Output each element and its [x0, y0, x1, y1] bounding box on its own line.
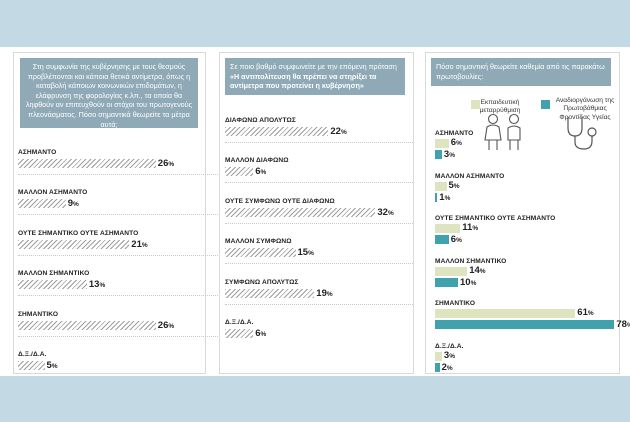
panel3-value-education: 61% [577, 307, 593, 318]
panel1-separator [18, 214, 230, 215]
legend-swatch-health [541, 100, 550, 109]
panel1-value-label: 26% [158, 158, 174, 169]
panel3-bar-health [435, 363, 440, 372]
panel2-bar [225, 208, 375, 217]
panel1-bar [18, 199, 66, 208]
panel1-category-label: Δ.Ξ./Δ.Α. [18, 351, 47, 358]
panel1-separator [18, 255, 230, 256]
panel2-category-label: Δ.Ξ./Δ.Α. [225, 319, 254, 326]
top-band [0, 0, 630, 47]
panel2-category-label: ΜΑΛΛΟΝ ΔΙΑΦΩΝΩ [225, 157, 289, 164]
panel1-value-label: 13% [89, 279, 105, 290]
panel1-bar [18, 240, 129, 249]
panel2-category-label: ΔΙΑΦΩΝΩ ΑΠΟΛΥΤΩΣ [225, 117, 296, 124]
panel-1-question: Στη συμφωνία της κυβέρνησης με τους θεσμ… [20, 58, 198, 128]
panel1-separator [18, 174, 230, 175]
panel1-bar [18, 321, 156, 330]
panel3-category-label: ΣΗΜΑΝΤΙΚΟ [435, 300, 475, 307]
panel3-value-health: 2% [442, 362, 453, 373]
panel1-bar [18, 280, 87, 289]
panel1-value-label: 26% [158, 320, 174, 331]
panel3-bar-health [435, 193, 437, 202]
panel1-separator [18, 336, 230, 337]
panel3-value-health: 3% [444, 149, 455, 160]
panel3-value-health: 6% [451, 234, 462, 245]
panel3-category-label: ΟΥΤΕ ΣΗΜΑΝΤΙΚΟ ΟΥΤΕ ΑΣΗΜΑΝΤΟ [435, 215, 555, 222]
panel3-value-health: 78% [616, 319, 630, 330]
panel2-bar [225, 167, 253, 176]
stethoscope-icon [562, 114, 602, 157]
panel3-value-education: 11% [462, 222, 478, 233]
panel3-bar-education [435, 352, 442, 361]
panel1-bar [18, 361, 45, 370]
panel2-value-label: 15% [298, 247, 314, 258]
panel-1-question-text: Στη συμφωνία της κυβέρνησης με τους θεσμ… [26, 62, 192, 129]
panel3-value-education: 6% [451, 137, 462, 148]
panel2-separator [225, 182, 413, 183]
panel3-bar-education [435, 139, 449, 148]
panel2-value-label: 22% [330, 126, 346, 137]
panel3-value-education: 14% [469, 265, 485, 276]
panel2-category-label: ΣΥΜΦΩΝΩ ΑΠΟΛΥΤΩΣ [225, 279, 299, 286]
panel1-value-label: 5% [47, 360, 58, 371]
panel2-separator [225, 223, 413, 224]
panel1-value-label: 9% [68, 198, 79, 209]
panel3-category-label: ΜΑΛΛΟΝ ΣΗΜΑΝΤΙΚΟ [435, 258, 506, 265]
panel3-bar-health [435, 150, 442, 159]
panel3-bar-education [435, 182, 447, 191]
panel1-category-label: ΜΑΛΛΟΝ ΣΗΜΑΝΤΙΚΟ [18, 270, 89, 277]
panel3-value-education: 3% [444, 350, 455, 361]
panel-2-question-plain: Σε ποιο βαθμό συμφωνείτε με την επόμενη … [230, 62, 397, 71]
panel2-bar [225, 248, 296, 257]
panel3-bar-education [435, 267, 467, 276]
panel2-value-label: 32% [377, 207, 393, 218]
panel1-value-label: 21% [131, 239, 147, 250]
panel1-bar [18, 159, 156, 168]
panel-3-question-text: Πόσο σημαντική θεωρείτε καθεμία από τις … [436, 62, 605, 81]
panel3-bar-health [435, 320, 614, 329]
panel2-bar [225, 289, 314, 298]
panel3-value-health: 1% [439, 192, 450, 203]
panel3-value-health: 10% [460, 277, 476, 288]
panel1-category-label: ΑΣΗΜΑΝΤΟ [18, 149, 56, 156]
panel3-value-education: 5% [449, 180, 460, 191]
panel1-category-label: ΣΗΜΑΝΤΙΚΟ [18, 311, 58, 318]
panel2-value-label: 6% [255, 328, 266, 339]
panel3-bar-education [435, 309, 575, 318]
panel-2-question-bold: «Η αντιπολίτευση θα πρέπει να στηρίξει τ… [230, 72, 376, 91]
panel3-category-label: Δ.Ξ./Δ.Α. [435, 343, 464, 350]
panel3-category-label: ΜΑΛΛΟΝ ΑΣΗΜΑΝΤΟ [435, 173, 504, 180]
panel2-separator [225, 304, 413, 305]
panel3-bar-health [435, 278, 458, 287]
panel2-separator [225, 263, 413, 264]
bottom-band [0, 376, 630, 422]
panel1-category-label: ΜΑΛΛΟΝ ΑΣΗΜΑΝΤΟ [18, 189, 87, 196]
panel2-separator [225, 142, 413, 143]
panel1-category-label: ΟΥΤΕ ΣΗΜΑΝΤΙΚΟ ΟΥΤΕ ΑΣΗΜΑΝΤΟ [18, 230, 138, 237]
panel3-bar-education [435, 224, 460, 233]
students-icon [480, 112, 530, 157]
panel-2-question: Σε ποιο βαθμό συμφωνείτε με την επόμενη … [225, 58, 405, 95]
panel3-category-label: ΑΣΗΜΑΝΤΟ [435, 130, 473, 137]
panel2-value-label: 19% [316, 288, 332, 299]
panel2-bar [225, 329, 253, 338]
panel2-value-label: 6% [255, 166, 266, 177]
panel2-bar [225, 127, 328, 136]
panel2-category-label: ΜΑΛΛΟΝ ΣΥΜΦΩΝΩ [225, 238, 292, 245]
panel2-category-label: ΟΥΤΕ ΣΥΜΦΩΝΩ ΟΥΤΕ ΔΙΑΦΩΝΩ [225, 198, 335, 205]
panel-3-question: Πόσο σημαντική θεωρείτε καθεμία από τις … [431, 58, 611, 86]
panel3-bar-health [435, 235, 449, 244]
panel1-separator [18, 295, 230, 296]
